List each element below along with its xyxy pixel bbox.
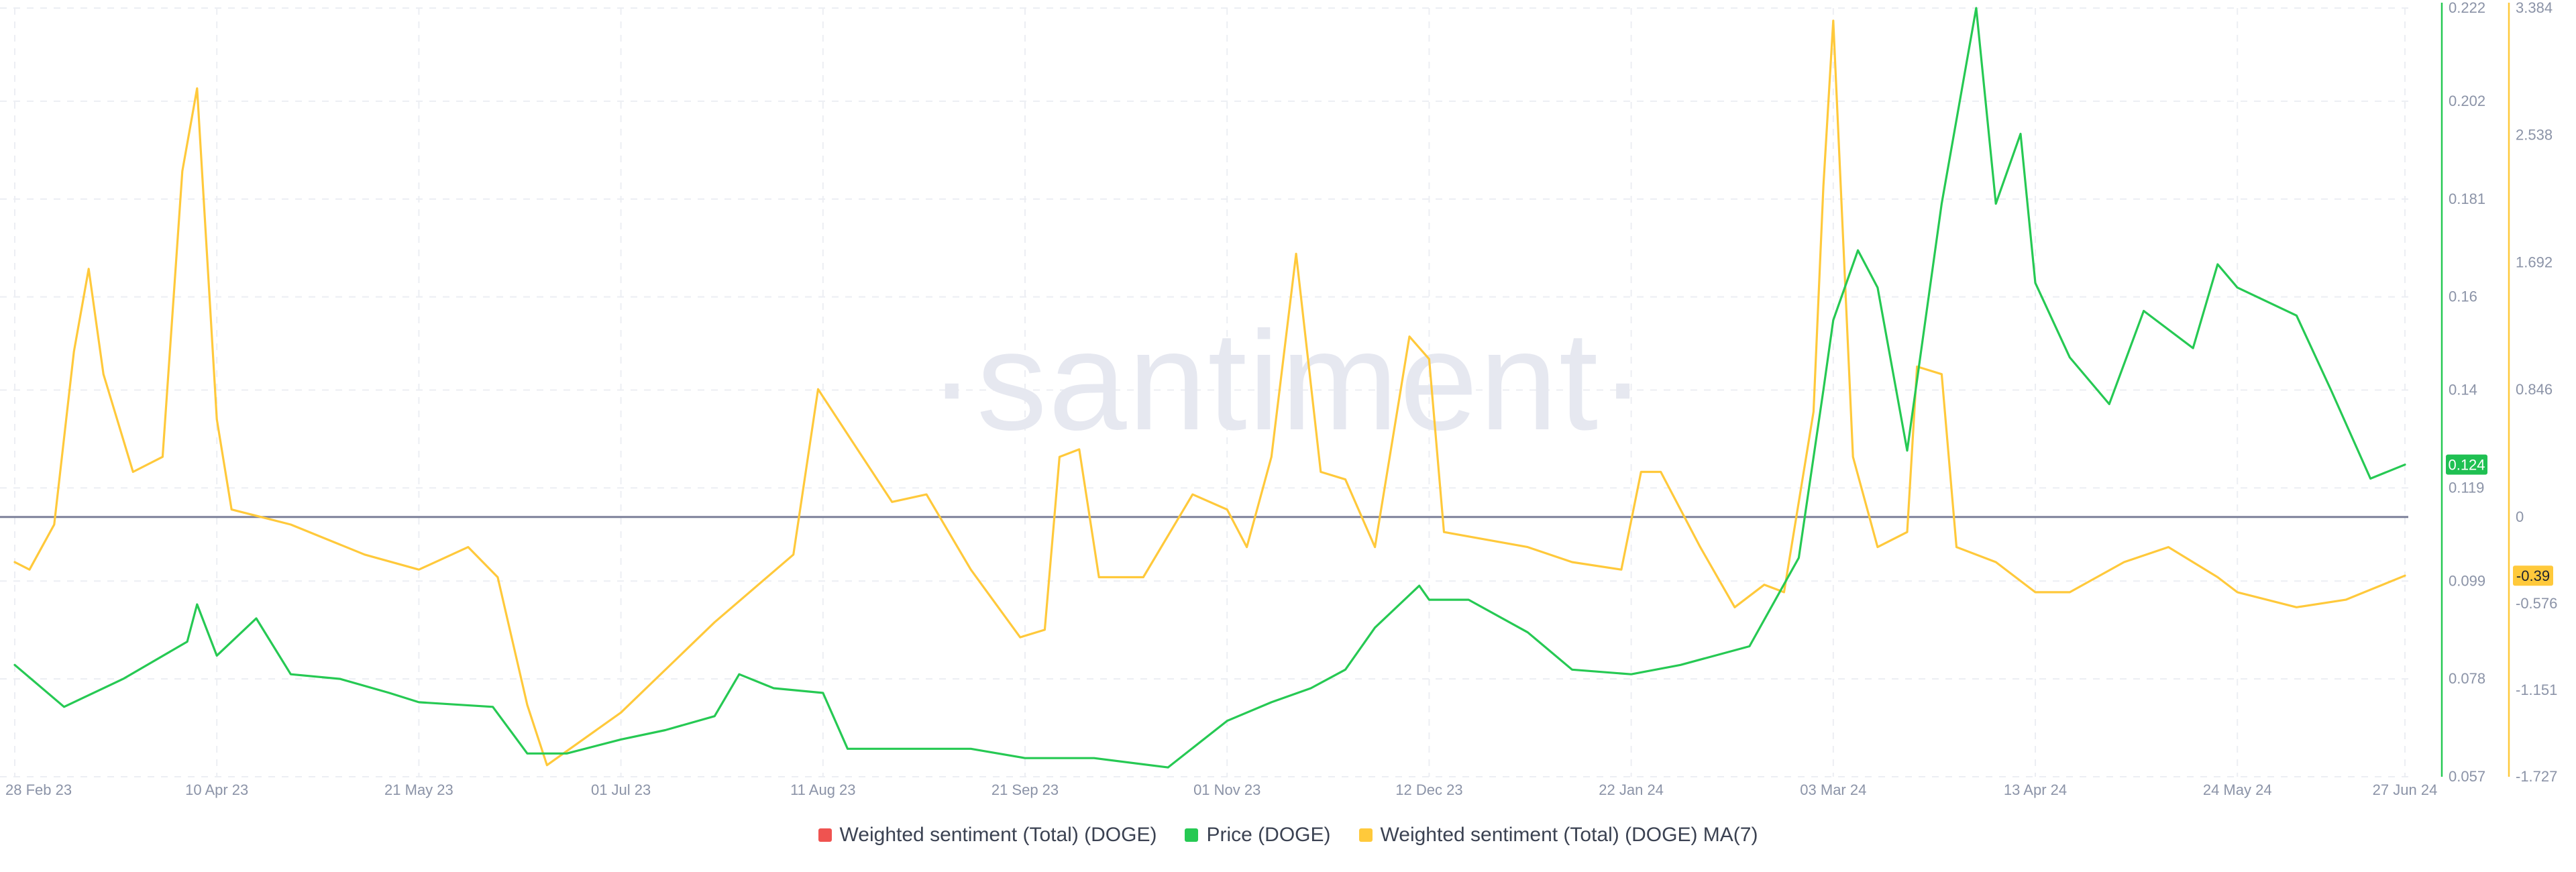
x-axis-tick-label: 11 Aug 23 bbox=[790, 781, 855, 798]
x-axis-tick-label: 10 Apr 23 bbox=[185, 781, 248, 798]
legend-label-sentiment-ma: Weighted sentiment (Total) (DOGE) MA(7) bbox=[1380, 824, 1758, 846]
sentiment-axis-tick-label: 0 bbox=[2516, 508, 2524, 525]
x-axis-tick-label: 22 Jan 24 bbox=[1599, 781, 1664, 798]
sentiment-last-value-text: -0.39 bbox=[2516, 567, 2550, 584]
x-axis-tick-label: 01 Jul 23 bbox=[591, 781, 651, 798]
price-axis-tick-label: 0.181 bbox=[2449, 190, 2485, 207]
sentiment-axis-tick-label: 1.692 bbox=[2516, 254, 2553, 270]
sentiment-axis-tick-label: -1.727 bbox=[2516, 768, 2557, 785]
price-axis-tick-label: 0.222 bbox=[2449, 0, 2485, 16]
legend-item-sentiment-ma[interactable]: Weighted sentiment (Total) (DOGE) MA(7) bbox=[1358, 824, 1758, 847]
x-axis-tick-label: 24 May 24 bbox=[2203, 781, 2272, 798]
legend-label-weighted-sentiment: Weighted sentiment (Total) (DOGE) bbox=[839, 824, 1157, 846]
x-axis-tick-label: 27 Jun 24 bbox=[2373, 781, 2438, 798]
x-axis-tick-label: 21 May 23 bbox=[384, 781, 453, 798]
price-last-value-text: 0.124 bbox=[2448, 457, 2485, 474]
price-axis-tick-label: 0.057 bbox=[2449, 768, 2485, 785]
price-axis-tick-label: 0.099 bbox=[2449, 572, 2485, 589]
legend-item-price[interactable]: Price (DOGE) bbox=[1185, 824, 1331, 847]
price-last-value-badge bbox=[2446, 454, 2487, 475]
price-line bbox=[13, 7, 2406, 769]
legend: Weighted sentiment (Total) (DOGE) Price … bbox=[0, 824, 2576, 847]
sentiment-axis-tick-label: 2.538 bbox=[2516, 127, 2553, 144]
x-axis-tick-label: 12 Dec 23 bbox=[1395, 781, 1462, 798]
x-axis-tick-label: 28 Feb 23 bbox=[5, 781, 72, 798]
legend-swatch-yellow bbox=[1358, 828, 1373, 842]
axes: 0.222 0.202 0.181 0.16 0.14 0.119 0.099 0.078 0.… bbox=[5, 0, 2557, 798]
sentiment-ma-line bbox=[13, 19, 2406, 767]
legend-label-price: Price (DOGE) bbox=[1206, 824, 1331, 846]
legend-item-weighted-sentiment[interactable]: Weighted sentiment (Total) (DOGE) bbox=[818, 824, 1157, 847]
sentiment-axis-tick-label: -0.576 bbox=[2516, 595, 2557, 612]
legend-swatch-red bbox=[818, 828, 832, 842]
price-axis-tick-label: 0.119 bbox=[2449, 479, 2484, 496]
x-axis-tick-label: 21 Sep 23 bbox=[991, 781, 1059, 798]
sentiment-axis-tick-label: 0.846 bbox=[2516, 381, 2553, 398]
sentiment-axis-tick-label: -1.151 bbox=[2516, 682, 2557, 698]
price-axis-tick-label: 0.14 bbox=[2449, 382, 2477, 398]
sentiment-axis-tick-label: 3.384 bbox=[2516, 0, 2553, 16]
price-axis-tick-label: 0.202 bbox=[2449, 93, 2485, 109]
sentiment-last-value-badge bbox=[2513, 565, 2553, 586]
x-axis-tick-label: 13 Apr 24 bbox=[2004, 781, 2067, 798]
legend-swatch-green bbox=[1185, 828, 1199, 842]
x-axis-tick-label: 03 Mar 24 bbox=[1800, 781, 1866, 798]
price-axis-tick-label: 0.078 bbox=[2449, 670, 2485, 687]
x-axis-tick-label: 01 Nov 23 bbox=[1193, 781, 1260, 798]
series-layer bbox=[13, 7, 2406, 769]
price-axis-tick-label: 0.16 bbox=[2449, 288, 2477, 305]
last-value-badges: 0.124 -0.39 bbox=[2446, 454, 2553, 586]
